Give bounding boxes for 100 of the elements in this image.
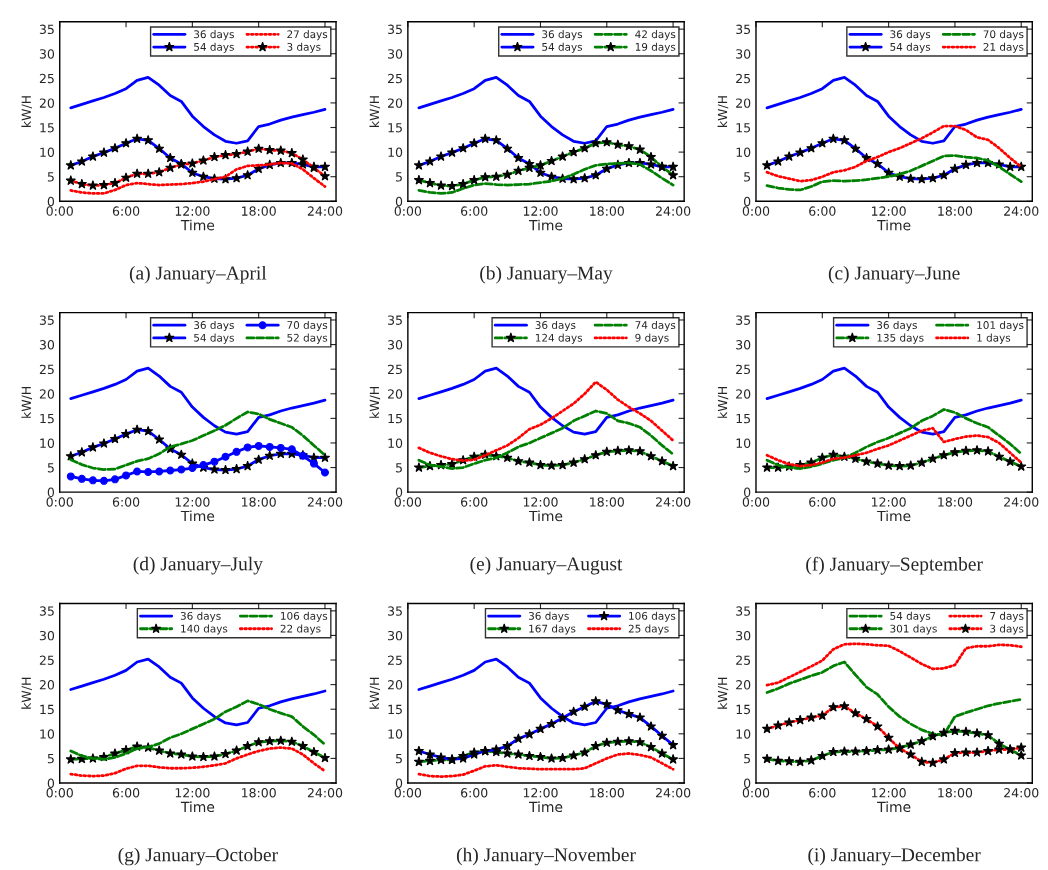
y-axis-title: kW/H — [21, 96, 32, 127]
x-tick-label: 24:00 — [656, 497, 691, 507]
y-tick-label: 0 — [47, 778, 55, 788]
y-tick-label: 10 — [40, 147, 55, 158]
y-tick-label: 25 — [39, 655, 54, 665]
y-tick-label: 5 — [744, 754, 751, 764]
y-tick-label: 30 — [388, 49, 403, 59]
x-tick-label: 6:00 — [461, 206, 488, 216]
y-tick-label: 10 — [388, 147, 403, 158]
legend-label: 54 days — [890, 611, 931, 622]
y-tick-label: 5 — [396, 172, 402, 182]
y-tick-label: 20 — [388, 389, 403, 399]
y-tick-label: 35 — [39, 606, 54, 616]
legend-label: 70 days — [983, 30, 1024, 41]
x-tick-label: 18:00 — [938, 497, 973, 507]
y-tick-label: 35 — [39, 24, 54, 35]
x-tick-label: 0:00 — [742, 497, 770, 507]
legend-label: 36 days — [528, 611, 569, 622]
x-tick-label: 18:00 — [938, 788, 973, 798]
y-tick-label: 10 — [388, 438, 403, 448]
y-tick-label: 30 — [39, 630, 55, 641]
text: (f) January–September — [806, 556, 983, 575]
legend-label: 3 days — [287, 42, 321, 53]
y-tick-label: 15 — [736, 704, 751, 715]
y-tick-label: 35 — [39, 315, 54, 325]
y-tick-label: 15 — [40, 123, 54, 133]
x-tick-label: 12:00 — [871, 788, 906, 798]
y-tick-label: 0 — [47, 487, 55, 498]
y-tick-label: 15 — [736, 414, 751, 424]
legend-label: 101 days — [977, 320, 1024, 332]
y-tick-label: 10 — [388, 729, 403, 739]
legend-label: 21 days — [983, 42, 1024, 53]
x-tick-label: 24:00 — [307, 788, 343, 798]
legend-label: 301 days — [890, 624, 937, 635]
y-tick-label: 15 — [40, 414, 54, 424]
x-tick-label: 24:00 — [1004, 788, 1039, 798]
y-tick-label: 25 — [388, 73, 402, 84]
y-tick-label: 0 — [395, 196, 403, 207]
y-tick-label: 5 — [744, 463, 751, 473]
x-tick-label: 0:00 — [394, 788, 422, 798]
y-axis-title: kW/H — [369, 677, 381, 709]
x-axis-title: Time — [180, 510, 215, 522]
y-tick-label: 5 — [47, 172, 54, 182]
x-tick-label: 12:00 — [523, 206, 558, 216]
text: (i) January–December — [808, 847, 981, 866]
legend-label: 52 days — [287, 333, 328, 344]
y-axis-title: kW/H — [369, 96, 381, 127]
legend-label: 124 days — [535, 333, 583, 344]
x-axis-title: Time — [528, 801, 563, 813]
legend-label: 36 days — [890, 30, 931, 41]
x-axis-title: Time — [877, 510, 911, 522]
legend-label: 54 days — [194, 42, 234, 53]
legend-label: 167 days — [529, 624, 576, 635]
legend-label: 19 days — [635, 42, 676, 53]
y-axis-title: kW/H — [369, 387, 381, 418]
x-tick-label: 0:00 — [46, 497, 73, 507]
x-tick-label: 12:00 — [175, 497, 210, 507]
y-axis-title: kW/H — [717, 677, 729, 709]
y-axis-title: kW/H — [717, 387, 729, 418]
y-tick-label: 10 — [736, 729, 751, 739]
legend-label: 54 days — [890, 42, 931, 53]
y-tick-label: 20 — [39, 98, 55, 108]
y-tick-label: 25 — [388, 655, 402, 665]
x-axis-title: Time — [528, 219, 563, 231]
y-tick-label: 35 — [736, 24, 751, 35]
x-tick-label: 0:00 — [394, 497, 422, 507]
legend-label: 106 days — [281, 611, 328, 622]
legend-label: 36 days — [877, 320, 917, 332]
y-tick-label: 15 — [388, 123, 402, 133]
legend-label: 3 days — [990, 624, 1024, 635]
text: (g) January–October — [118, 847, 278, 866]
x-tick-label: 6:00 — [112, 206, 140, 216]
x-tick-label: 0:00 — [394, 206, 422, 216]
y-axis-title: kW/H — [21, 387, 32, 418]
legend-label: 42 days — [635, 30, 676, 41]
x-tick-label: 6:00 — [461, 497, 488, 507]
x-axis-title: Time — [180, 801, 215, 813]
y-tick-label: 20 — [39, 389, 55, 399]
y-axis-title: kW/H — [717, 96, 729, 127]
y-tick-label: 0 — [395, 487, 403, 498]
y-tick-label: 30 — [736, 630, 751, 641]
y-tick-label: 0 — [744, 196, 751, 207]
legend-label: 1 days — [977, 333, 1011, 344]
y-tick-label: 0 — [395, 778, 403, 788]
y-tick-label: 20 — [736, 680, 751, 690]
legend-label: 27 days — [287, 30, 328, 41]
x-tick-label: 24:00 — [307, 206, 343, 216]
y-tick-label: 15 — [736, 123, 751, 133]
y-tick-label: 5 — [47, 463, 54, 473]
x-tick-label: 24:00 — [307, 497, 343, 507]
y-tick-label: 10 — [40, 438, 55, 448]
y-tick-label: 5 — [396, 463, 402, 473]
legend-label: 25 days — [628, 624, 669, 635]
y-tick-label: 0 — [744, 487, 751, 498]
y-tick-label: 5 — [396, 754, 402, 764]
y-tick-label: 25 — [39, 73, 54, 84]
y-tick-label: 20 — [39, 680, 55, 690]
y-tick-label: 30 — [736, 49, 751, 59]
x-axis-title: Time — [877, 219, 911, 231]
x-tick-label: 6:00 — [461, 788, 488, 798]
